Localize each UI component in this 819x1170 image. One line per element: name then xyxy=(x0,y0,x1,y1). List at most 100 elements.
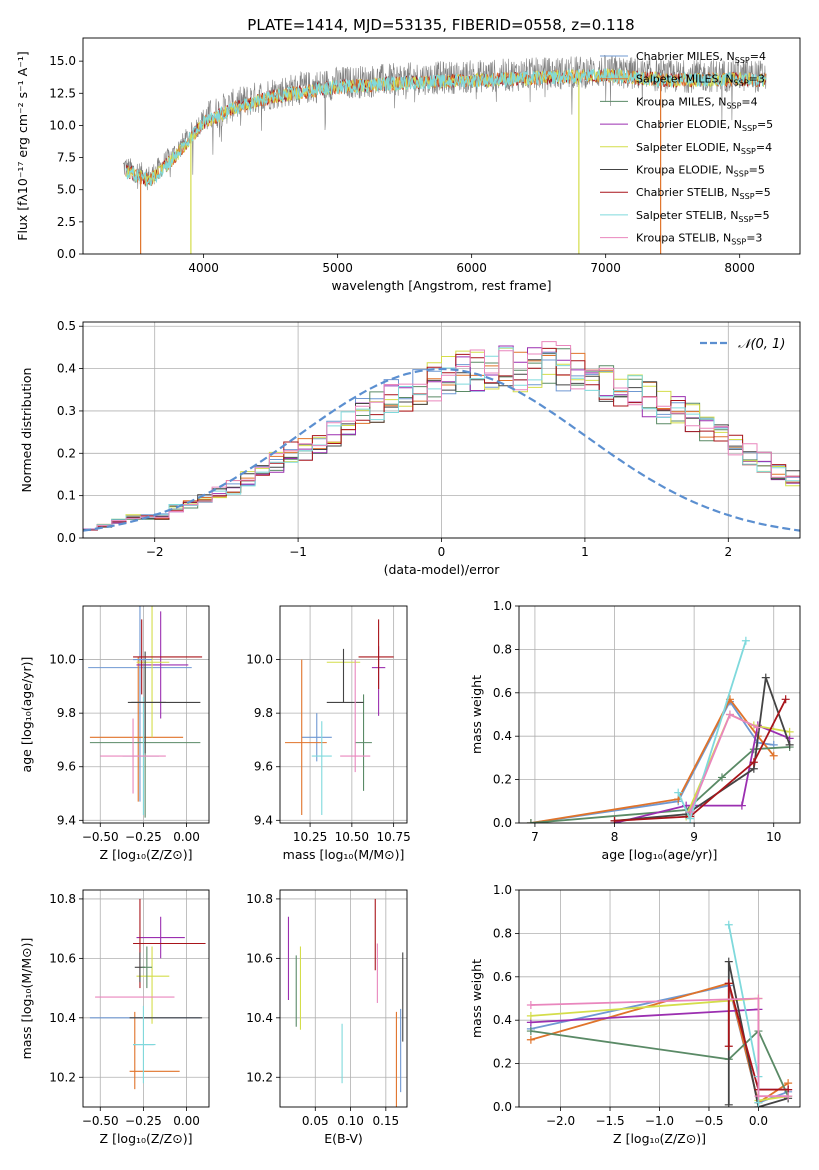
legend-count: =4 xyxy=(756,141,772,154)
mass-weight-marker xyxy=(785,740,794,749)
y-tick-label: 9.8 xyxy=(254,706,273,720)
x-axis-label: Z [log₁₀(Z/Z⊙)] xyxy=(100,847,193,862)
mass-weight-marker xyxy=(526,1035,535,1044)
axes-frame xyxy=(279,605,408,824)
histogram-step xyxy=(83,347,800,538)
y-tick-label: 10.6 xyxy=(49,951,76,965)
histogram-step xyxy=(83,359,800,538)
errorbar-point xyxy=(133,619,203,695)
x-axis-label: E(B-V) xyxy=(324,1131,363,1146)
mass-weight-line xyxy=(530,982,789,1105)
y-tick-label: 0.4 xyxy=(57,362,76,376)
errorbar-point xyxy=(358,619,394,690)
mass-weight-marker xyxy=(784,1092,793,1101)
errorbar-point xyxy=(88,606,192,802)
mass-weight-marker xyxy=(754,1092,763,1101)
panel-residuals: −2 −1 0 1 2 0.0 0.1 0.2 0.3 0.4 0.5 (data-model)/er… xyxy=(19,319,801,577)
x-tick-label: 10 xyxy=(766,830,781,844)
mass-weight-marker xyxy=(724,1042,733,1051)
mass-weight-line xyxy=(614,698,787,822)
mass-weight-line xyxy=(727,983,789,1091)
errorbar-point xyxy=(136,946,170,1024)
y-tick-label: 0.1 xyxy=(57,489,76,503)
y-tick-label: 9.4 xyxy=(57,813,76,827)
legend-subscript: SSP xyxy=(735,56,750,65)
mass-weight-marker xyxy=(526,1001,535,1010)
x-tick-label: 10.50 xyxy=(335,830,369,844)
y-tick-label: 0.8 xyxy=(493,926,512,940)
errorbar-point xyxy=(340,659,371,773)
y-tick-label: 0.2 xyxy=(493,773,512,787)
errorbar-point xyxy=(326,648,364,703)
x-tick-label: 6000 xyxy=(456,261,487,275)
legend-count: =4 xyxy=(741,95,757,108)
legend-label: Salpeter STELIB, N xyxy=(636,209,738,222)
y-tick-label: 0.2 xyxy=(493,1057,512,1071)
y-tick-label: 15.0 xyxy=(49,54,76,68)
y-tick-label: 5.0 xyxy=(57,183,76,197)
legend-entry: Kroupa ELODIE, NSSP=5 xyxy=(636,164,765,179)
mass-vs-EBV-plot-area xyxy=(287,898,404,1107)
legend-subscript: SSP xyxy=(742,124,757,133)
errorbar-point xyxy=(355,694,372,791)
x-tick-label: 5000 xyxy=(322,261,353,275)
errorbar-point xyxy=(285,659,327,815)
x-tick-label: 0.00 xyxy=(173,830,200,844)
axes-frame xyxy=(518,889,801,1108)
spectrum-plot-area xyxy=(122,54,767,254)
x-tick-label: 2 xyxy=(724,545,732,559)
y-tick-label: 1.0 xyxy=(493,599,512,613)
y-tick-label: 10.8 xyxy=(49,892,76,906)
legend-label: Chabrier MILES, N xyxy=(636,50,735,63)
errorbar-point xyxy=(129,1011,180,1090)
mass-weight-line xyxy=(530,997,789,1098)
y-tick-label: 9.8 xyxy=(57,706,76,720)
y-tick-label: 10.4 xyxy=(246,1011,273,1025)
x-tick-label: −0.5 xyxy=(694,1114,723,1128)
x-tick-label: 0.15 xyxy=(372,1114,399,1128)
mass-weight-marker xyxy=(724,979,733,988)
legend-subscript: SSP xyxy=(738,215,753,224)
figure-title: PLATE=1414, MJD=53135, FIBERID=0558, z=0… xyxy=(247,16,634,34)
legend-count: =3 xyxy=(749,73,765,86)
errorbar-point xyxy=(301,713,332,762)
x-tick-label: 8000 xyxy=(724,261,755,275)
errorbar-point xyxy=(141,946,153,989)
errorbar-point xyxy=(89,656,184,802)
mass-weight-marker xyxy=(785,727,794,736)
mass-weight-marker xyxy=(737,801,746,810)
mass-weight-line xyxy=(530,1029,789,1097)
x-tick-label: 10.25 xyxy=(293,830,327,844)
y-tick-label: 0.4 xyxy=(493,729,512,743)
mass-weight-marker xyxy=(725,710,734,719)
histogram-step xyxy=(83,348,800,538)
legend-subscript: SSP xyxy=(731,238,746,247)
y-axis-label: mass [log₁₀(M/M⊙)] xyxy=(19,938,34,1060)
legend-label: Chabrier STELIB, N xyxy=(636,186,740,199)
y-tick-label: 10.2 xyxy=(49,1070,76,1084)
mass-weight-marker xyxy=(753,723,762,732)
mass-weight-marker xyxy=(741,636,750,645)
y-axis-label: Flux [fλ10⁻¹⁷ erg cm⁻² s⁻¹ A⁻¹] xyxy=(15,51,30,240)
x-tick-label: 7 xyxy=(531,830,539,844)
x-tick-label: 9 xyxy=(690,830,698,844)
legend-entry: Chabrier ELODIE, NSSP=5 xyxy=(636,118,773,133)
y-tick-label: 10.6 xyxy=(246,951,273,965)
age-vs-Z-plot-area xyxy=(88,606,203,818)
mass-weight-marker xyxy=(781,695,790,704)
x-tick-label: −2 xyxy=(146,545,164,559)
x-tick-label: −0.25 xyxy=(125,1114,162,1128)
mass-weight-marker xyxy=(674,788,683,797)
x-tick-label: 10.75 xyxy=(376,830,410,844)
x-tick-label: 4000 xyxy=(188,261,219,275)
y-axis-label: Normed distribution xyxy=(19,368,34,493)
histogram-step xyxy=(83,347,800,538)
legend-label: Kroupa ELODIE, N xyxy=(636,164,734,177)
x-tick-label: −0.50 xyxy=(82,1114,119,1128)
axes-frame xyxy=(82,889,210,1108)
mass-weight-marker xyxy=(724,1100,733,1107)
y-tick-label: 9.6 xyxy=(254,760,273,774)
y-tick-label: 0.6 xyxy=(493,970,512,984)
y-tick-label: 9.6 xyxy=(57,760,76,774)
